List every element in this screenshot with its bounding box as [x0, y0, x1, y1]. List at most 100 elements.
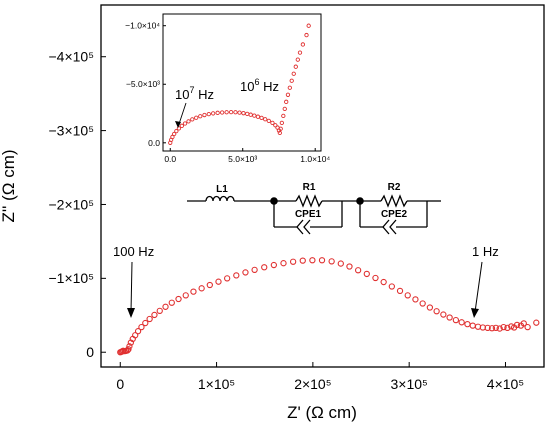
data-point: [426, 304, 434, 311]
data-point: [168, 299, 175, 306]
data-point: [190, 117, 195, 122]
data-point: [284, 99, 289, 104]
data-point: [162, 303, 169, 310]
x-tick-label: 3×10⁵: [391, 376, 428, 392]
inset-annotation-10-7-hz-arrowhead: [175, 121, 181, 128]
data-point: [172, 131, 177, 137]
data-point: [380, 278, 387, 286]
data-point: [289, 78, 294, 83]
data-point: [458, 319, 465, 326]
data-point: [469, 322, 476, 329]
data-point: [142, 319, 149, 327]
data-point: [293, 64, 298, 69]
data-point: [300, 42, 306, 47]
data-point: [508, 323, 515, 330]
data-point: [533, 319, 540, 326]
y-tick-label: −1×10⁵: [48, 270, 94, 286]
data-point: [182, 292, 189, 299]
data-point: [318, 257, 326, 264]
inset-annotation-10-7-hz-arrow: [178, 102, 187, 125]
data-point: [233, 110, 238, 115]
data-point: [513, 321, 521, 329]
data-point: [279, 120, 285, 126]
annotation-100hz-label: 100 Hz: [113, 244, 154, 259]
y-tick-label: 0.0: [148, 138, 160, 148]
data-point: [146, 315, 153, 323]
y-tick-label: −2×10⁵: [48, 196, 94, 212]
data-point: [285, 92, 291, 97]
data-point: [198, 285, 205, 292]
y-axis-title: Z'' (Ω cm): [0, 149, 18, 222]
circuit-label-l1: L1: [216, 184, 228, 195]
data-point: [419, 300, 426, 307]
data-point: [388, 283, 395, 290]
annotation-1hz-arrow: [474, 261, 483, 313]
data-point: [190, 288, 197, 295]
x-tick-label: 0.0: [164, 154, 176, 164]
data-point: [273, 123, 278, 128]
data-point: [287, 85, 292, 90]
x-tick-label: 4×10⁵: [487, 376, 524, 392]
data-point: [524, 323, 531, 331]
data-point: [252, 113, 257, 118]
data-point: [198, 114, 203, 119]
annotation-100hz: 100 Hz: [113, 244, 154, 318]
data-point: [202, 112, 207, 118]
circuit-label-r1: R1: [303, 182, 316, 193]
y-tick-label: −4×10⁵: [48, 49, 94, 65]
data-point: [176, 126, 182, 131]
data-point: [263, 117, 268, 122]
x-axis-title: Z' (Ω cm): [287, 403, 357, 422]
data-point: [452, 316, 460, 324]
inset-annotation-10-7-hz: 107 Hz: [175, 85, 214, 128]
x-tick-label: 1×10⁵: [198, 376, 235, 392]
data-point: [328, 258, 335, 265]
data-point: [242, 269, 249, 276]
resistor-r1-zigzag: [295, 194, 323, 208]
data-point: [125, 346, 132, 353]
data-point: [372, 274, 379, 282]
data-point: [277, 130, 282, 136]
data-point: [156, 307, 163, 315]
annotation-1hz: 1 Hz: [471, 244, 499, 318]
data-point: [504, 324, 511, 331]
data-point: [132, 332, 139, 339]
data-point: [281, 113, 286, 119]
data-point: [363, 270, 370, 278]
data-point: [488, 325, 496, 332]
data-point: [224, 110, 229, 115]
annotation-100hz-arrow: [130, 261, 133, 313]
data-point: [289, 258, 297, 265]
data-point: [496, 325, 503, 332]
data-point: [291, 71, 296, 76]
data-point: [464, 321, 471, 328]
data-point: [134, 328, 142, 335]
data-point: [295, 57, 300, 62]
resistor-r2-zigzag: [380, 194, 408, 208]
data-point: [440, 311, 447, 318]
data-point: [270, 120, 275, 126]
data-point: [261, 264, 268, 271]
circuit-label-r2: R2: [388, 182, 401, 193]
data-point: [309, 257, 316, 264]
data-point: [251, 266, 258, 274]
data-point: [346, 263, 353, 270]
data-point: [182, 121, 188, 126]
annotation-100hz-arrowhead: [127, 308, 135, 318]
data-point: [215, 278, 222, 285]
data-point: [126, 343, 133, 350]
data-point: [412, 296, 419, 303]
data-point: [396, 287, 404, 295]
data-point: [266, 118, 271, 124]
circuit-label-cpe1: CPE1: [295, 209, 322, 220]
data-point: [404, 292, 411, 299]
cpe2-symbol: [382, 219, 397, 235]
data-point: [179, 123, 184, 128]
x-tick-label: 0: [116, 376, 124, 392]
x-tick-label: 1.0×10⁴: [300, 154, 330, 164]
data-point: [259, 115, 264, 121]
data-point: [228, 109, 234, 115]
data-point: [151, 311, 158, 319]
data-point: [304, 32, 309, 38]
